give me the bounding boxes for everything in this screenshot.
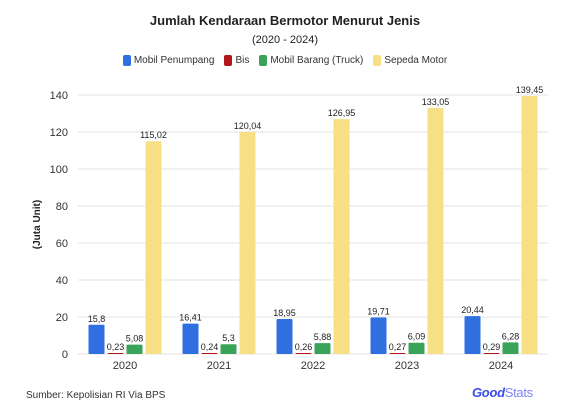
bar	[276, 318, 293, 354]
legend-swatch	[122, 55, 131, 66]
bar	[88, 324, 105, 354]
logo-good-text: Good	[472, 385, 505, 400]
bar	[333, 119, 350, 354]
bar	[107, 353, 124, 354]
data-label: 115,02	[140, 130, 167, 140]
y-axis-label: (Juta Unit)	[32, 200, 43, 249]
data-label: 16,41	[179, 313, 202, 323]
data-label: 5,88	[314, 332, 332, 342]
x-tick-label: 2022	[301, 360, 325, 372]
data-label: 19,71	[367, 307, 390, 317]
y-tick-label: 120	[50, 127, 68, 139]
goodstats-logo: GoodStats	[472, 385, 533, 400]
legend-label: Mobil Barang (Truck)	[270, 55, 364, 66]
x-tick-label: 2020	[113, 360, 137, 372]
y-tick-label: 0	[62, 349, 68, 361]
bar	[389, 353, 406, 354]
data-label: 20,44	[461, 305, 484, 315]
bar	[408, 342, 425, 354]
data-label: 5,08	[126, 334, 144, 344]
legend-item: Sepeda Motor	[373, 55, 447, 66]
data-label: 133,05	[422, 97, 450, 107]
x-tick-label: 2024	[489, 360, 513, 372]
data-label: 0,26	[295, 342, 313, 352]
bar	[502, 342, 519, 354]
chart-subtitle: (2020 - 2024)	[251, 34, 319, 46]
data-label: 18,95	[273, 308, 296, 318]
data-label: 0,27	[389, 342, 407, 352]
y-tick-label: 40	[56, 275, 68, 287]
bar	[126, 344, 143, 354]
data-label: 0,24	[201, 342, 219, 352]
bar	[220, 344, 237, 354]
y-tick-label: 100	[50, 164, 68, 176]
data-label: 0,23	[107, 342, 125, 352]
legend-swatch	[224, 55, 233, 66]
y-tick-label: 140	[50, 90, 68, 102]
legend-swatch	[373, 55, 382, 66]
data-label: 15,8	[88, 314, 106, 324]
x-tick-label: 2021	[207, 360, 231, 372]
bar	[314, 343, 331, 354]
bar	[295, 353, 312, 354]
source-note: Sumber: Kepolisian RI Via BPS	[26, 390, 166, 401]
data-label: 6,28	[502, 331, 520, 341]
logo-stats-text: Stats	[504, 385, 533, 400]
bar	[483, 353, 500, 354]
data-label: 0,29	[483, 342, 501, 352]
bar	[145, 141, 162, 354]
data-label: 126,95	[328, 108, 356, 118]
data-label: 139,45	[516, 85, 544, 95]
bar	[201, 353, 218, 354]
y-tick-label: 80	[56, 201, 68, 213]
bar	[521, 96, 538, 354]
chart-legend: Mobil Penumpang Bis Mobil Barang (Truck) Se…	[0, 55, 570, 66]
legend-item: Mobil Barang (Truck)	[259, 55, 363, 66]
data-label: 120,04	[234, 121, 262, 131]
legend-label: Bis	[235, 55, 250, 66]
x-tick-label: 2023	[395, 360, 419, 372]
data-label: 6,09	[408, 332, 426, 342]
y-tick-label: 20	[56, 312, 68, 324]
bar	[182, 323, 199, 354]
y-tick-label: 60	[56, 238, 68, 250]
bar	[427, 107, 444, 354]
bar	[370, 317, 387, 354]
chart-title: Jumlah Kendaraan Bermotor Menurut Jenis	[149, 13, 421, 28]
legend-item: Bis	[224, 55, 249, 66]
legend-swatch	[259, 55, 268, 66]
legend-item: Mobil Penumpang	[122, 55, 215, 66]
data-label: 5,3	[222, 333, 235, 343]
legend-label: Mobil Penumpang	[133, 55, 215, 66]
legend-label: Sepeda Motor	[384, 55, 448, 66]
bar	[464, 316, 481, 354]
bar	[239, 131, 256, 354]
